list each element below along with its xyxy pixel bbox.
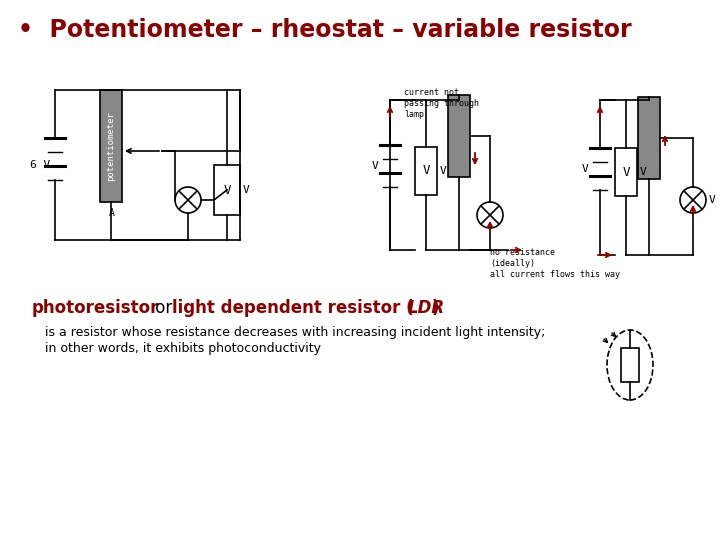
Text: V: V xyxy=(640,167,647,177)
Text: V: V xyxy=(372,161,379,171)
Text: V: V xyxy=(582,164,589,174)
Text: in other words, it exhibits photoconductivity: in other words, it exhibits photoconduct… xyxy=(45,342,321,355)
Bar xyxy=(615,148,637,196)
Text: is a resistor whose resistance decreases with increasing incident light intensit: is a resistor whose resistance decreases… xyxy=(45,326,545,339)
Bar xyxy=(214,165,240,215)
Text: V: V xyxy=(223,184,230,197)
Text: V: V xyxy=(622,165,630,179)
Text: A: A xyxy=(109,208,115,218)
Text: •  Potentiometer – rheostat – variable resistor: • Potentiometer – rheostat – variable re… xyxy=(18,18,631,42)
Text: LDR: LDR xyxy=(408,299,445,317)
Bar xyxy=(415,147,437,195)
Text: or: or xyxy=(150,299,178,317)
Text: no resistance
(ideally)
all current flows this way: no resistance (ideally) all current flow… xyxy=(490,248,620,279)
Text: current not
passing through
lamp: current not passing through lamp xyxy=(404,88,479,119)
Text: light dependent resistor (: light dependent resistor ( xyxy=(172,299,413,317)
Bar xyxy=(448,95,470,177)
Text: potentiometer: potentiometer xyxy=(107,111,115,181)
Text: 6 V: 6 V xyxy=(30,160,50,170)
Text: V: V xyxy=(422,165,430,178)
Text: photoresistor: photoresistor xyxy=(32,299,159,317)
Bar xyxy=(638,97,660,179)
Text: V: V xyxy=(709,195,716,205)
Text: V: V xyxy=(440,166,446,176)
Text: ): ) xyxy=(432,299,439,317)
Bar xyxy=(100,90,122,202)
Text: V: V xyxy=(243,185,250,195)
Bar xyxy=(621,348,639,382)
